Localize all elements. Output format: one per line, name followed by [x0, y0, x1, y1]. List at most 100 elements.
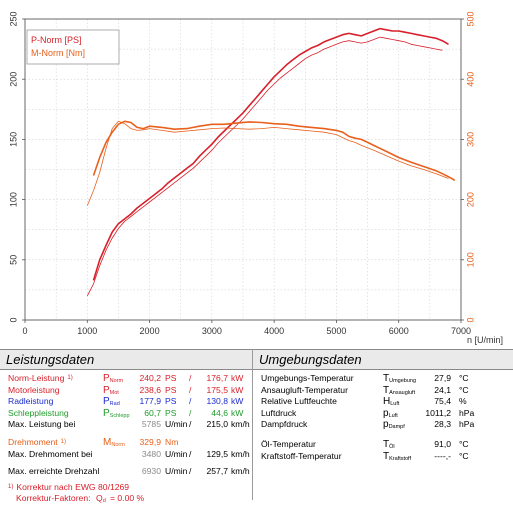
x-tick-label: 4000 — [264, 326, 284, 336]
leistung-unit-2: kW — [231, 407, 244, 418]
umgebung-symbol: TKraftstoff — [383, 451, 411, 466]
left-y-axis: 0 50 100 150 200 250 — [8, 11, 25, 323]
max-drehmoment-row: Max. Drehmoment bei 3480 U/min / 129,5 k… — [0, 449, 252, 461]
right-y-tick-label: 500 — [465, 11, 475, 26]
korrektur-faktoren-label: Korrektur-Faktoren: — [16, 493, 91, 504]
leistung-symbol: PMot — [103, 385, 119, 400]
leistung-unit: PS — [165, 384, 177, 395]
x-axis: 0 1000 2000 3000 4000 5000 6000 7000 — [22, 320, 471, 336]
umgebung-unit: % — [459, 396, 467, 407]
umgebung-label: Umgebungs-Temperatur — [261, 373, 354, 383]
leistung-value-2: 44,6 — [211, 407, 228, 418]
umgebung-label: Relative Luftfeuchte — [261, 396, 337, 407]
leistung-sub: Norm — [109, 378, 124, 384]
leistung-sym: P — [103, 407, 110, 419]
legend-entry-m-norm: M-Norm [Nm] — [31, 48, 85, 58]
max-drehzahl-speed-unit: km/h — [231, 466, 250, 477]
leistung-label: Motorleistung — [8, 384, 60, 395]
leistung-unit: U/min — [165, 419, 188, 430]
umgebung-symbol: pDampf — [383, 419, 405, 434]
umgebung-sub: Luft — [390, 401, 400, 408]
umgebung-row: Ansaugluft-Temperatur TAnsaugluft 24,1 °C — [253, 385, 513, 397]
max-drehmoment-rpm-unit: U/min — [165, 448, 188, 459]
leistung-unit-2: kW — [231, 396, 244, 407]
drehmoment-symbol: MNorm — [103, 437, 125, 452]
umgebung-unit: °C — [459, 450, 469, 461]
leistung-sep: / — [189, 384, 192, 395]
umgebung-value: 91,0 — [434, 438, 451, 449]
left-y-tick-label: 50 — [8, 255, 18, 265]
right-y-tick-label: 200 — [465, 192, 475, 207]
max-drehmoment-speed-unit: km/h — [231, 448, 250, 459]
x-tick-label: 1000 — [77, 326, 97, 336]
umgebung-sym: T — [383, 438, 390, 450]
umgebung-value: 28,3 — [434, 419, 451, 430]
leistung-label: Radleistung — [8, 396, 54, 407]
drehmoment-value: 329,9 — [139, 436, 161, 447]
umgebung-row: Relative Luftfeuchte HLuft 75,4% — [253, 396, 513, 408]
umgebung-value: 75,4 — [434, 396, 451, 407]
leistung-unit-2: kW — [231, 373, 244, 383]
max-drehzahl-speed: 257,7 — [206, 466, 228, 477]
umgebung-value: 1011,2 — [425, 407, 451, 418]
korrektur-faktoren-value: = 0.00 % — [110, 493, 145, 504]
umgebung-sub: Dampf — [388, 424, 405, 431]
umgebung-symbol: TAnsaugluft — [383, 385, 415, 400]
leistung-value: 177,9 — [139, 396, 161, 407]
right-y-tick-label: 400 — [465, 72, 475, 87]
umgebung-sym: H — [383, 396, 391, 408]
left-y-tick-label: 150 — [8, 132, 18, 147]
leistung-sep: / — [189, 407, 192, 418]
power-torque-chart: 0 1000 2000 3000 4000 5000 6000 7000 0501001502… — [8, 11, 504, 345]
x-tick-label: 3000 — [202, 326, 222, 336]
max-drehzahl-sep: / — [189, 466, 192, 477]
leistung-sep: / — [189, 419, 192, 430]
leistung-value-2: 215,0 — [206, 419, 228, 430]
leistung-value-2: 176,7 — [206, 373, 228, 383]
umgebung-sub: Kraftstoff — [389, 455, 412, 462]
left-y-tick-label: 200 — [8, 72, 18, 87]
umgebung-label: Ansaugluft-Temperatur — [261, 384, 348, 395]
leistung-label: Max. Leistung bei — [8, 419, 76, 430]
series-line-0 — [92, 27, 449, 281]
x-axis-label: n [U/min] — [467, 335, 503, 345]
max-drehzahl-rpm: 6930 — [141, 466, 161, 477]
umgebung-row: Dampfdruck pDampf 28,3 hPa — [253, 419, 513, 431]
umgebung-row: Kraftstoff-Temperatur TKraftstoff ----,- °C — [253, 451, 513, 463]
umgebung-unit: hPa — [459, 419, 475, 430]
drehmoment-unit: Nm — [165, 436, 179, 447]
leistungsdaten-title: Leistungsdaten — [0, 349, 252, 370]
right-y-tick-label: 100 — [465, 252, 475, 267]
leistung-row: Schleppleistung PSchlepp 60,7 PS / 44,6 kW — [0, 408, 252, 420]
leistung-sym: P — [103, 396, 110, 408]
umgebung-value: 27,9 — [434, 373, 451, 383]
leistung-label: Schleppleistung — [8, 407, 69, 418]
left-y-tick-label: 250 — [8, 11, 18, 26]
umgebung-row: Öl-Temperatur TÖl 91,0 °C — [253, 439, 513, 451]
right-y-tick-label: 300 — [465, 132, 475, 147]
leistung-sym: P — [103, 373, 110, 384]
umgebung-sym: p — [383, 419, 389, 431]
umgebung-label: Luftdruck — [261, 407, 297, 418]
umgebung-unit: hPa — [459, 407, 475, 418]
series-line-2 — [92, 120, 456, 181]
leistung-row: Radleistung PRad 177,9 PS / 130,8 kW — [0, 396, 252, 408]
leistung-sym: P — [103, 384, 110, 396]
drehmoment-sym: M — [103, 436, 112, 448]
right-y-tick-label: 0 — [465, 317, 475, 322]
x-tick-label: 2000 — [140, 326, 160, 336]
max-drehzahl-label: Max. erreichte Drehzahl — [8, 466, 100, 477]
leistung-value-2: 130,8 — [206, 396, 228, 407]
umgebung-sym: T — [383, 450, 390, 462]
x-tick-label: 7000 — [451, 326, 471, 336]
umgebung-unit: °C — [459, 384, 469, 395]
leistungsdaten-panel: Leistungsdaten Norm-Leistung 1) PNorm 240,2… — [0, 349, 253, 504]
leistung-value: 5785 — [141, 419, 161, 430]
korrektur-footnote-mark: 1) — [8, 483, 14, 490]
leistung-sep: / — [189, 373, 192, 383]
legend-box — [26, 29, 120, 65]
left-y-tick-label: 100 — [8, 192, 18, 207]
leistung-symbol: PNorm — [103, 373, 123, 388]
leistung-value: 238,6 — [139, 384, 161, 395]
umgebungsdaten-title: Umgebungsdaten — [253, 349, 513, 370]
